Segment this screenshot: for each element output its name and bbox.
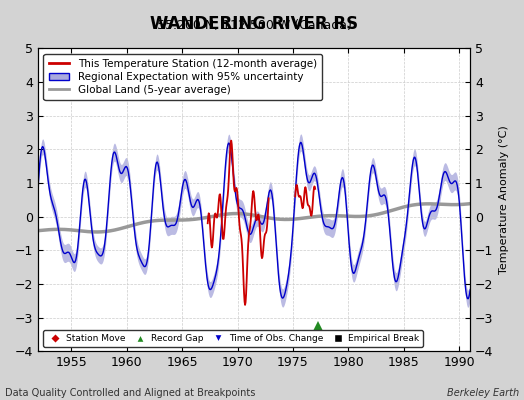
- Text: Data Quality Controlled and Aligned at Breakpoints: Data Quality Controlled and Aligned at B…: [5, 388, 256, 398]
- Y-axis label: Temperature Anomaly (°C): Temperature Anomaly (°C): [499, 126, 509, 274]
- Text: 55.200 N, 112.500 W (Canada): 55.200 N, 112.500 W (Canada): [157, 19, 352, 32]
- Title: WANDERING RIVER RS: WANDERING RIVER RS: [150, 15, 358, 33]
- Legend: Station Move, Record Gap, Time of Obs. Change, Empirical Break: Station Move, Record Gap, Time of Obs. C…: [43, 330, 423, 347]
- Text: Berkeley Earth: Berkeley Earth: [446, 388, 519, 398]
